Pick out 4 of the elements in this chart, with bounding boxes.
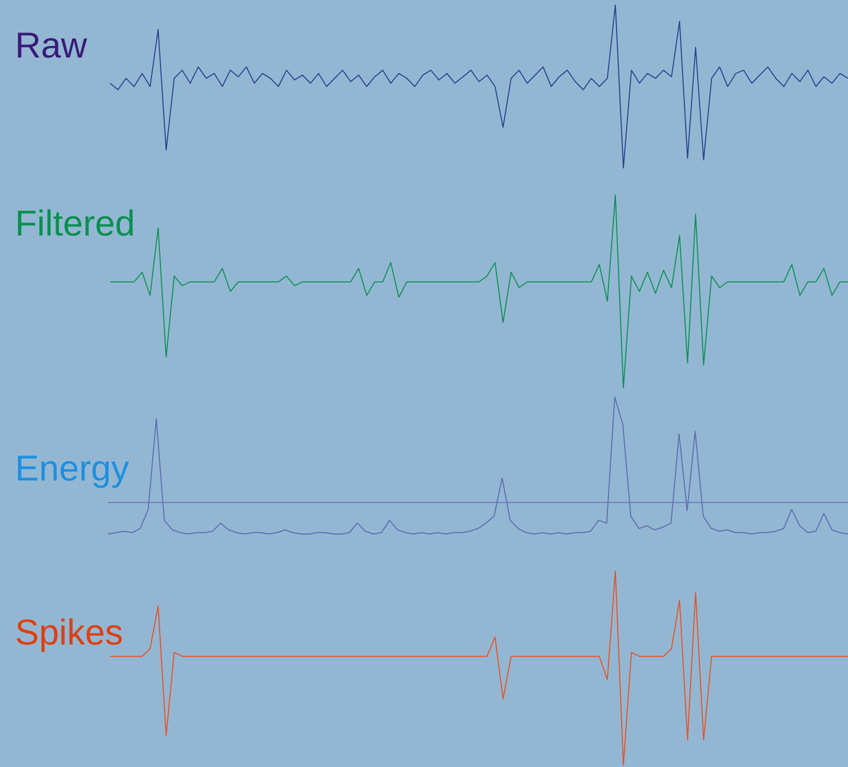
text: Energy (15, 448, 130, 488)
text: Raw (15, 24, 88, 66)
text: Spikes (15, 612, 124, 652)
chart-title: Filtered (15, 202, 136, 244)
